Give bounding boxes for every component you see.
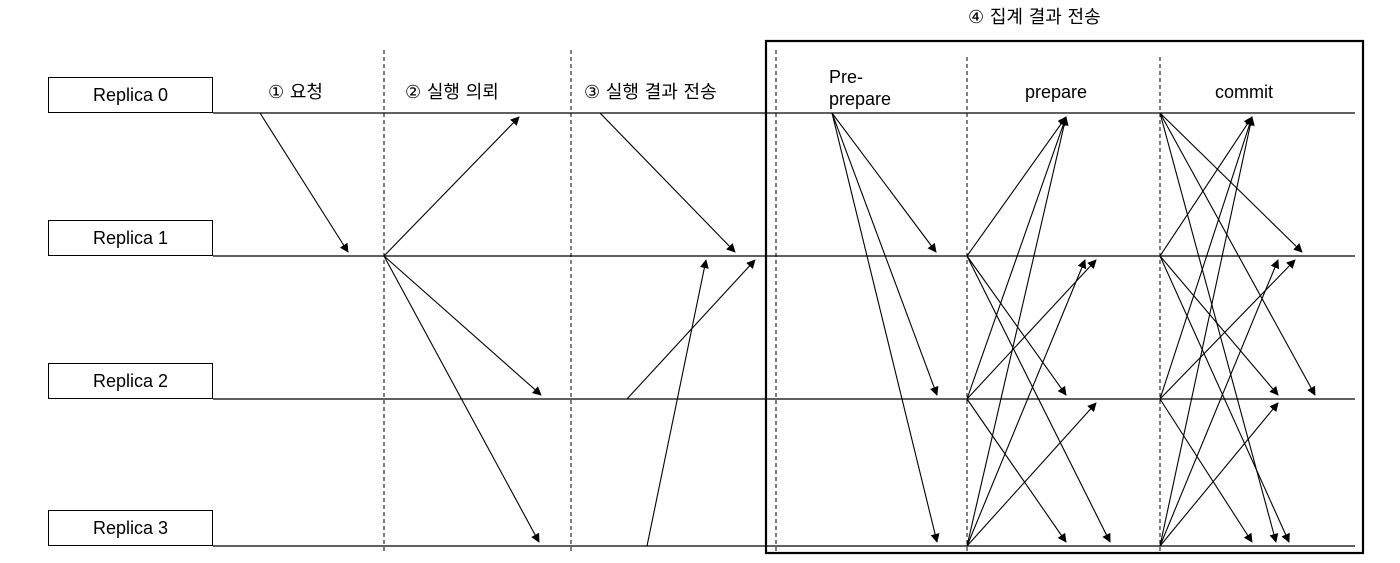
message-arrow-execute_request-r1-to-r2 (383, 255, 542, 396)
message-arrow-prepare-r1-to-r2 (966, 255, 1067, 396)
message-arrow-prepare-r1-to-r0 (966, 116, 1067, 257)
message-arrow-prepare-r3-to-r1 (966, 259, 1087, 547)
replica-0-label: Replica 0 (92, 84, 169, 105)
message-arrow-prepare-r2-to-r1 (966, 259, 1097, 400)
message-arrow-send_result-r3-to-r1 (646, 259, 709, 547)
phase-commit-label: commit (1215, 82, 1273, 102)
step-request-label: ① 요청 (268, 82, 323, 103)
step-aggregate-label: ④ 집계 결과 전송 (968, 7, 1101, 28)
phase-preprepare-label-line2: prepare (829, 89, 892, 109)
message-arrow-prepare-r3-to-r0 (966, 116, 1069, 547)
message-arrow-prepare-r3-to-r2 (966, 402, 1097, 547)
message-arrow-send_result-r2-to-r1 (626, 259, 756, 400)
replica-1-box: Replica 1 (48, 220, 213, 256)
message-arrow-commit-r2-to-r1 (1159, 259, 1296, 400)
replica-1-label: Replica 1 (92, 227, 169, 248)
replica-3-label: Replica 3 (92, 517, 169, 538)
message-arrow-send_result-r0-to-r1 (599, 112, 736, 253)
phase-preprepare-label-line1: Pre- (829, 67, 864, 87)
message-arrow-commit-r2-to-r3 (1159, 398, 1253, 543)
replica-2-label: Replica 2 (92, 370, 169, 391)
message-arrow-commit-r1-to-r3 (1159, 255, 1290, 543)
replica-2-box: Replica 2 (48, 363, 213, 399)
step-send-result-label: ③ 실행 결과 전송 (584, 82, 717, 103)
message-arrow-prepare-r1-to-r3 (966, 255, 1111, 543)
message-arrow-pre-prepare-r0-to-r3 (831, 112, 940, 543)
replica-3-box: Replica 3 (48, 510, 213, 546)
phase-prepare-label: prepare (1025, 82, 1088, 102)
message-arrow-commit-r3-to-r2 (1159, 402, 1279, 547)
message-arrow-pre-prepare-r0-to-r2 (831, 112, 939, 396)
message-arrow-commit-r3-to-r0 (1159, 116, 1255, 547)
aggregate-frame (764, 39, 1365, 555)
message-arrow-pre-prepare-r0-to-r1 (831, 112, 937, 253)
message-arrow-execute_request-r1-to-r3 (383, 255, 540, 543)
message-arrow-commit-r1-to-r2 (1159, 255, 1279, 396)
message-arrow-execute_request-r1-to-r0 (383, 116, 520, 257)
message-arrow-prepare-r2-to-r3 (966, 398, 1067, 543)
message-arrow-commit-r0-to-r2 (1159, 112, 1316, 396)
message-arrow-request-r0-to-r1 (259, 112, 349, 253)
message-arrow-commit-r2-to-r0 (1159, 116, 1254, 400)
replica-0-box: Replica 0 (48, 77, 213, 113)
message-arrow-commit-r0-to-r3 (1159, 112, 1279, 543)
message-arrow-prepare-r2-to-r0 (966, 116, 1068, 400)
message-arrow-commit-r3-to-r1 (1159, 259, 1280, 547)
message-arrow-commit-r1-to-r0 (1159, 116, 1253, 257)
step-execute-request-label: ② 실행 의뢰 (405, 82, 499, 103)
